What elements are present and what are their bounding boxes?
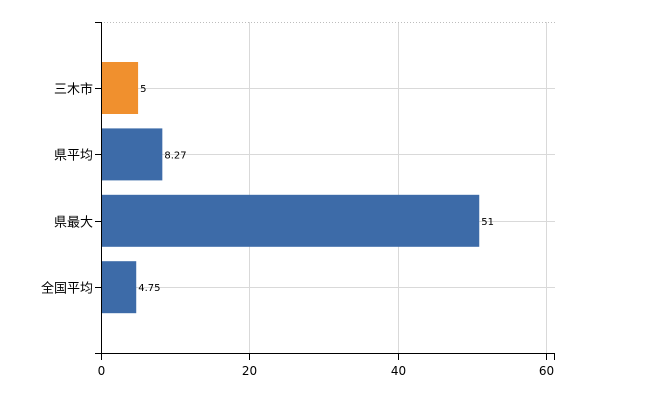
bar (101, 128, 163, 181)
category-label: 県平均 (54, 149, 93, 164)
grid-lines (101, 22, 555, 354)
category-label: 三木市 (54, 82, 93, 98)
bar (101, 62, 139, 114)
bar-value-label: 8.27 (164, 150, 186, 161)
x-tick-label: 20 (242, 364, 257, 378)
category-label: 県最大 (54, 216, 93, 231)
x-tick-label: 0 (98, 364, 106, 378)
bar (101, 261, 137, 314)
category-label: 全国平均 (41, 281, 93, 297)
bars (101, 62, 480, 314)
bar-value-label: 4.75 (138, 283, 160, 294)
axes (95, 22, 555, 360)
x-tick-label: 40 (391, 364, 406, 378)
bar-value-label: 5 (140, 84, 146, 95)
bar (101, 194, 480, 247)
bar-value-label: 51 (481, 217, 494, 228)
x-tick-label: 60 (539, 364, 554, 378)
